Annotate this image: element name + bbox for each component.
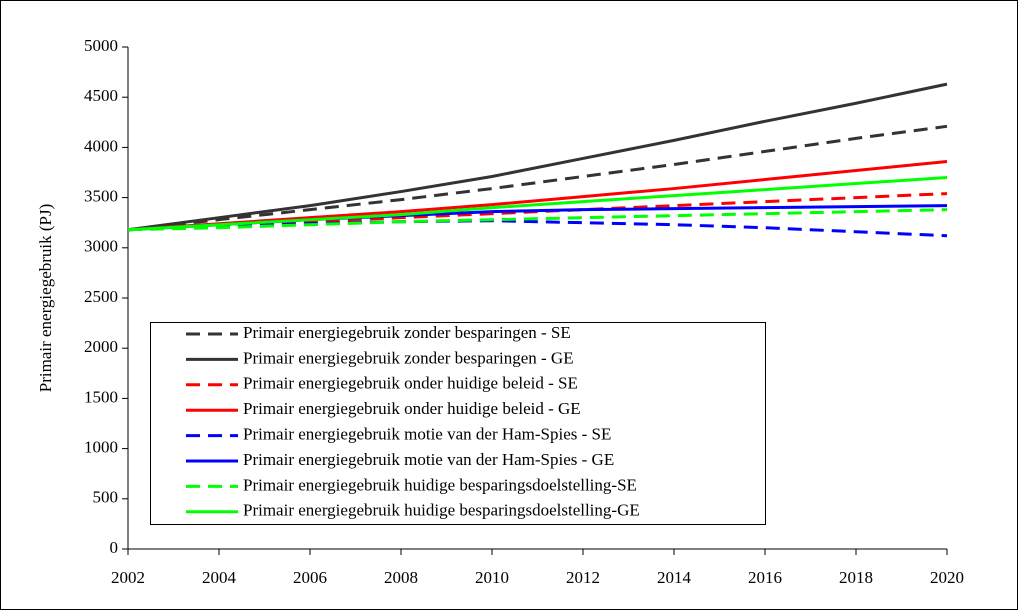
y-tick-label: 3000 bbox=[84, 237, 118, 256]
legend-label: Primair energiegebruik motie van der Ham… bbox=[243, 425, 611, 444]
legend-label: Primair energiegebruik zonder besparinge… bbox=[243, 323, 571, 342]
x-tick-label: 2002 bbox=[111, 568, 145, 587]
y-tick-label: 4000 bbox=[84, 136, 118, 155]
x-tick-label: 2004 bbox=[202, 568, 237, 587]
legend-label: Primair energiegebruik onder huidige bel… bbox=[243, 374, 578, 393]
y-tick-label: 4500 bbox=[84, 86, 118, 105]
x-tick-label: 2018 bbox=[839, 568, 873, 587]
x-tick-label: 2008 bbox=[384, 568, 418, 587]
y-tick-label: 5000 bbox=[84, 36, 118, 55]
y-axis-label: Primair energiegebruik (PJ) bbox=[36, 204, 55, 393]
x-tick-label: 2006 bbox=[293, 568, 327, 587]
legend-label: Primair energiegebruik huidige besparing… bbox=[243, 501, 640, 520]
x-tick-label: 2016 bbox=[748, 568, 782, 587]
series-line bbox=[127, 82, 948, 232]
series-line bbox=[127, 159, 948, 232]
series-line bbox=[127, 208, 948, 232]
x-tick-label: 2020 bbox=[930, 568, 964, 587]
x-tick-label: 2012 bbox=[566, 568, 600, 587]
legend-label: Primair energiegebruik motie van der Ham… bbox=[243, 450, 614, 469]
y-tick-label: 500 bbox=[93, 488, 119, 507]
y-tick-label: 1000 bbox=[84, 438, 118, 457]
legend-label: Primair energiegebruik zonder besparinge… bbox=[243, 348, 574, 367]
y-tick-label: 0 bbox=[110, 538, 119, 557]
series-line bbox=[127, 176, 948, 232]
y-tick-label: 2000 bbox=[84, 337, 118, 356]
legend-label: Primair energiegebruik huidige besparing… bbox=[243, 475, 637, 494]
y-tick-label: 2500 bbox=[84, 287, 118, 306]
x-tick-label: 2014 bbox=[657, 568, 692, 587]
legend-label: Primair energiegebruik onder huidige bel… bbox=[243, 399, 581, 418]
y-tick-label: 1500 bbox=[84, 387, 118, 406]
x-tick-label: 2010 bbox=[475, 568, 509, 587]
series-line bbox=[127, 124, 948, 232]
y-tick-label: 3500 bbox=[84, 187, 118, 206]
legend-box bbox=[150, 322, 766, 525]
